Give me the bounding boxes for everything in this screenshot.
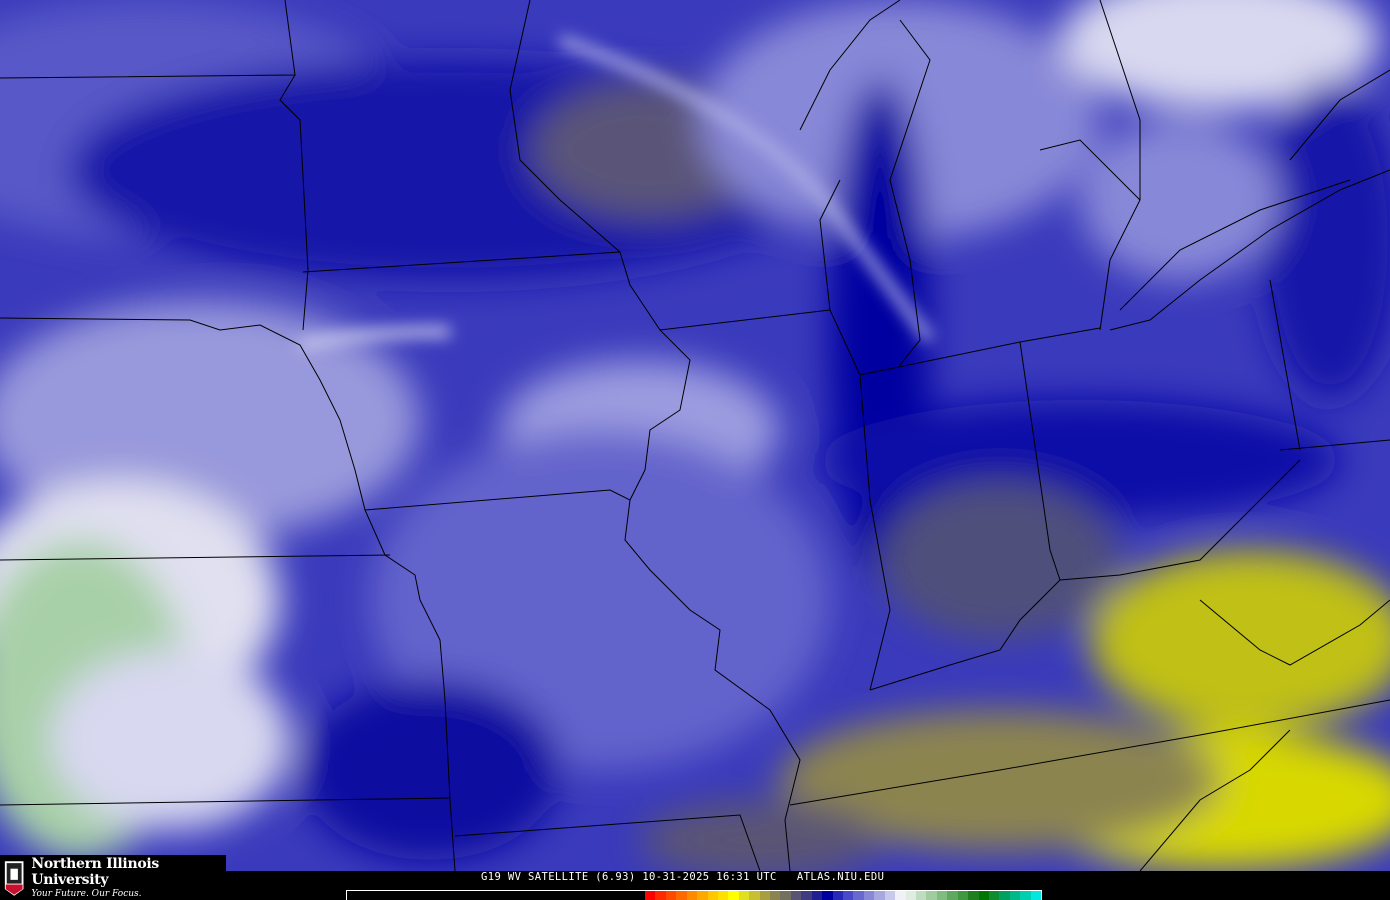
colorbar-swatch xyxy=(717,891,729,900)
colorbar-swatch xyxy=(988,891,1000,900)
colorbar-swatch xyxy=(811,891,823,900)
state-borders xyxy=(0,0,1390,871)
colorbar-swatch xyxy=(978,891,989,900)
colorbar-scale xyxy=(645,891,1042,900)
university-tagline: Your Future. Our Focus. xyxy=(31,888,142,899)
colorbar-swatch xyxy=(926,891,937,900)
colorbar-swatch xyxy=(770,891,781,900)
colorbar-swatch xyxy=(759,891,771,900)
colorbar-swatch xyxy=(697,891,708,900)
colorbar-empty-segment xyxy=(347,891,645,900)
colorbar-swatch xyxy=(645,891,656,900)
colorbar-swatch xyxy=(728,891,739,900)
colorbar xyxy=(346,890,1042,900)
colorbar-swatch xyxy=(853,891,864,900)
colorbar-swatch xyxy=(874,891,885,900)
colorbar-swatch xyxy=(749,891,760,900)
colorbar-swatch xyxy=(801,891,812,900)
colorbar-swatch xyxy=(999,891,1010,900)
colorbar-swatch xyxy=(665,891,677,900)
colorbar-swatch xyxy=(1030,891,1042,900)
niu-logo: Northern Illinois University Your Future… xyxy=(0,855,226,900)
image-caption: G19 WV SATELLITE (6.93) 10-31-2025 16:31… xyxy=(481,871,885,883)
colorbar-swatch xyxy=(780,891,791,900)
colorbar-swatch xyxy=(707,891,718,900)
colorbar-swatch xyxy=(936,891,948,900)
colorbar-swatch xyxy=(790,891,802,900)
colorbar-swatch xyxy=(686,891,698,900)
colorbar-swatch xyxy=(832,891,844,900)
colorbar-swatch xyxy=(905,891,916,900)
colorbar-swatch xyxy=(884,891,896,900)
colorbar-swatch xyxy=(947,891,958,900)
moisture-field xyxy=(0,0,1390,871)
colorbar-swatch xyxy=(655,891,666,900)
water-vapor-satellite-map xyxy=(0,0,1390,871)
colorbar-swatch xyxy=(1020,891,1031,900)
colorbar-swatch xyxy=(843,891,854,900)
colorbar-swatch xyxy=(676,891,687,900)
niu-shield-icon xyxy=(4,860,24,896)
colorbar-swatch xyxy=(863,891,875,900)
university-name: Northern Illinois University xyxy=(31,855,159,888)
colorbar-swatch xyxy=(822,891,833,900)
colorbar-swatch xyxy=(968,891,979,900)
colorbar-swatch xyxy=(738,891,750,900)
colorbar-swatch xyxy=(915,891,927,900)
jet-streaks xyxy=(299,35,935,350)
colorbar-swatch xyxy=(895,891,906,900)
colorbar-swatch xyxy=(957,891,969,900)
colorbar-swatch xyxy=(1009,891,1021,900)
